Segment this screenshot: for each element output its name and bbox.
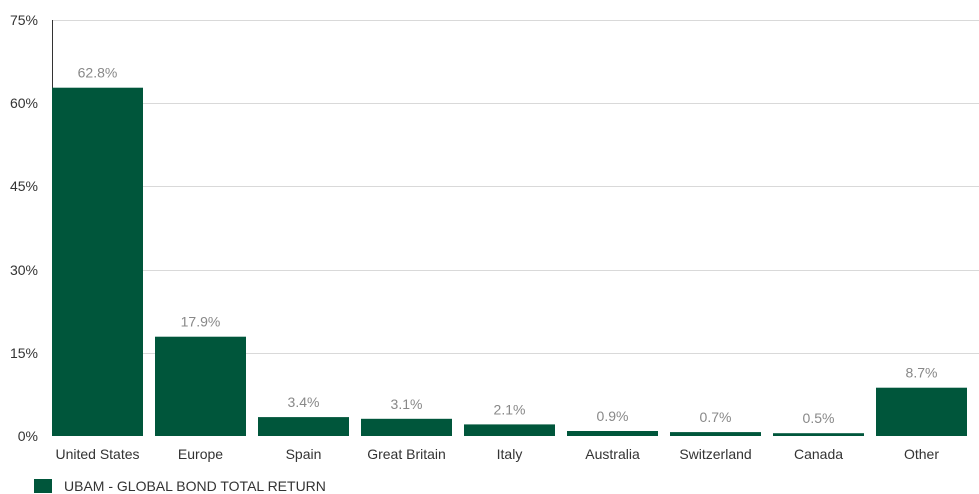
y-tick-label: 15% — [10, 345, 38, 361]
x-tick-label: Australia — [585, 446, 640, 462]
bar-chart: 0% 15% 30% 45% 60% 75% 62.8% 17.9% 3.4% 3.1% 2.1%… — [10, 12, 979, 462]
bar — [464, 424, 555, 436]
x-tick-label: Switzerland — [679, 446, 751, 462]
y-tick-label: 0% — [18, 428, 38, 444]
bar — [52, 87, 143, 436]
y-tick-label: 30% — [10, 262, 38, 278]
bars: 62.8% 17.9% 3.4% 3.1% 2.1% 0.9% 0.7% 0.5% 8.7% — [52, 65, 967, 436]
data-label: 0.7% — [700, 409, 732, 425]
x-axis: United States Europe Spain Great Britain Ita… — [55, 446, 939, 462]
gridlines — [52, 20, 979, 354]
data-label: 8.7% — [906, 365, 938, 381]
legend-label: UBAM - GLOBAL BOND TOTAL RETURN — [64, 478, 326, 494]
bar — [670, 432, 761, 436]
legend: UBAM - GLOBAL BOND TOTAL RETURN — [34, 478, 326, 494]
x-tick-label: Europe — [178, 446, 223, 462]
data-label: 17.9% — [181, 314, 221, 330]
y-tick-label: 75% — [10, 12, 38, 28]
y-axis: 0% 15% 30% 45% 60% 75% — [10, 12, 53, 444]
bar — [773, 433, 864, 436]
x-tick-label: United States — [55, 446, 139, 462]
bar — [361, 418, 452, 436]
data-label: 62.8% — [78, 65, 118, 81]
x-tick-label: Canada — [794, 446, 843, 462]
data-label: 0.9% — [597, 408, 629, 424]
data-label: 3.1% — [391, 396, 423, 412]
data-label: 0.5% — [803, 410, 835, 426]
y-tick-label: 45% — [10, 178, 38, 194]
bar — [567, 431, 658, 436]
data-label: 3.4% — [288, 394, 320, 410]
bar — [258, 417, 349, 436]
x-tick-label: Other — [904, 446, 939, 462]
x-tick-label: Italy — [497, 446, 523, 462]
x-tick-label: Spain — [286, 446, 322, 462]
bar — [155, 336, 246, 436]
x-tick-label: Great Britain — [367, 446, 446, 462]
legend-swatch — [34, 479, 52, 493]
data-label: 2.1% — [494, 401, 526, 417]
y-tick-label: 60% — [10, 95, 38, 111]
bar — [876, 387, 967, 436]
